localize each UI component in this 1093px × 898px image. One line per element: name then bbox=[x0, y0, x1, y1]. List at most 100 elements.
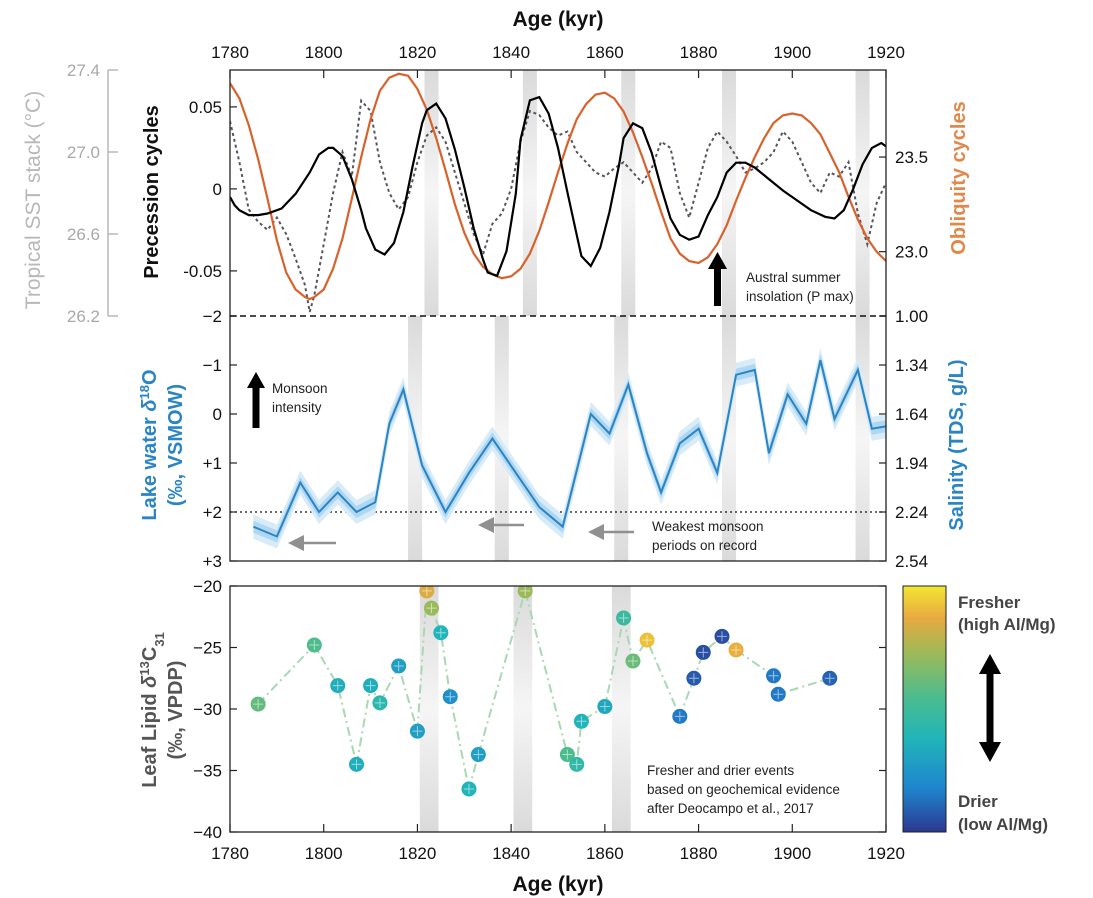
shaded-band bbox=[855, 70, 870, 316]
leaf-point-cross bbox=[627, 656, 638, 667]
leaf-point-cross bbox=[520, 586, 531, 596]
leaf-point-cross bbox=[824, 673, 835, 684]
x-tick-label: 1820 bbox=[399, 43, 437, 62]
x-tick-label: 1920 bbox=[867, 43, 905, 62]
weak-monsoon-note-line2: periods on record bbox=[652, 538, 757, 553]
lake-d18o-axis-label: Lake water δ18O bbox=[137, 369, 162, 520]
y-tick-label: 0 bbox=[213, 405, 222, 424]
x-tick-label: 1900 bbox=[773, 43, 811, 62]
y-tick-label: −35 bbox=[193, 762, 222, 781]
monsoon-arrow bbox=[247, 372, 265, 428]
y-tick-label: −1 bbox=[203, 356, 222, 375]
lake-d18o-series-line bbox=[253, 359, 886, 538]
x-tick-label: 1900 bbox=[773, 844, 811, 863]
top-x-axis-label: Age (kyr) bbox=[512, 8, 603, 31]
bottom-x-ticks: 1780 1800 1820 1840 1860 1880 1900 1920 bbox=[211, 824, 905, 863]
x-tick-label: 1860 bbox=[586, 43, 624, 62]
obliquity-axis-label: Obliquity cycles bbox=[948, 101, 970, 254]
fresher-drier-note-line1: Fresher and drier events bbox=[647, 763, 794, 778]
salinity-axis-label: Salinity (TDS, g/L) bbox=[946, 359, 968, 530]
y-tick-label: −40 bbox=[193, 823, 222, 842]
y-tick-label: 0 bbox=[213, 180, 222, 199]
y-tick-label: +2 bbox=[203, 503, 222, 522]
salinity-tick-label: 1.00 bbox=[895, 307, 928, 326]
middle-panel: −2 −1 0 +1 +2 +3 1.00 1.34 1.64 1.94 2.24 2.54 Lak… bbox=[137, 307, 969, 571]
y-tick-label: +1 bbox=[203, 454, 222, 473]
lake-d18o-axis-units: (‰, VSMOW) bbox=[165, 384, 187, 506]
fresher-drier-note-line3: after Deocampo et al., 2017 bbox=[647, 801, 814, 816]
y-tick-label: −30 bbox=[193, 700, 222, 719]
leaf-point-cross bbox=[393, 660, 404, 671]
leaf-point-cross bbox=[421, 586, 432, 596]
top-middle-frame bbox=[229, 69, 887, 562]
shaded-bands-bottom bbox=[419, 586, 631, 832]
shaded-band bbox=[614, 316, 629, 561]
top-x-ticks: 1780 1800 1820 1840 1860 1880 1900 1920 bbox=[211, 43, 905, 78]
leaf-point-cross bbox=[332, 680, 343, 691]
salinity-tick-label: 2.24 bbox=[895, 503, 928, 522]
leaf-point-cross bbox=[309, 640, 320, 651]
leaf-point-cross bbox=[642, 635, 653, 646]
weak-monsoon-arrows bbox=[288, 517, 634, 551]
leaf-point-cross bbox=[698, 647, 709, 658]
leaf-point-cross bbox=[374, 697, 385, 708]
x-tick-label: 1840 bbox=[492, 844, 530, 863]
y-tick-label: 0.05 bbox=[189, 98, 222, 117]
precession-axis-label: Precession cycles bbox=[141, 105, 163, 278]
sst-axis-label: Tropical SST stack (°C) bbox=[22, 91, 45, 309]
leaf-point-cross bbox=[717, 631, 727, 642]
y-tick-label: 23.5 bbox=[895, 148, 928, 167]
leaf-point-cross bbox=[351, 759, 362, 770]
lake-d18o-y-ticks: −2 −1 0 +1 +2 +3 bbox=[203, 307, 237, 571]
x-tick-label: 1800 bbox=[305, 844, 343, 863]
colorbar-bottom-label-line2: (low Al/Mg) bbox=[958, 815, 1048, 834]
shaded-band bbox=[513, 586, 533, 832]
salinity-tick-label: 2.54 bbox=[895, 552, 928, 571]
x-tick-label: 1820 bbox=[399, 844, 437, 863]
leaf-point-cross bbox=[773, 689, 784, 700]
insolation-note-line2: insolation (P max) bbox=[746, 289, 854, 304]
x-tick-label: 1800 bbox=[305, 43, 343, 62]
shaded-band bbox=[855, 316, 870, 561]
y-tick-label: 23.0 bbox=[895, 243, 928, 262]
colorbar-top-label-line1: Fresher bbox=[958, 593, 1021, 612]
leaf-lipid-y-ticks: −20 −25 −30 −35 −40 bbox=[193, 577, 886, 842]
leaf-point-cross bbox=[688, 673, 699, 684]
x-tick-label: 1840 bbox=[492, 43, 530, 62]
sst-tick-label: 27.0 bbox=[67, 143, 100, 162]
x-tick-label: 1860 bbox=[586, 844, 624, 863]
leaf-point-cross bbox=[731, 644, 742, 655]
shaded-band bbox=[722, 316, 737, 561]
salinity-y-ticks: 1.00 1.34 1.64 1.94 2.24 2.54 bbox=[879, 307, 928, 571]
sst-tick-label: 26.6 bbox=[67, 225, 100, 244]
sst-tick-label: 26.2 bbox=[67, 307, 100, 326]
y-tick-label: +3 bbox=[203, 552, 222, 571]
bottom-x-axis-label: Age (kyr) bbox=[512, 873, 603, 896]
bottom-panel: 1780 1800 1820 1840 1860 1880 1900 1920 −20−25−… bbox=[137, 577, 1056, 896]
shaded-band bbox=[522, 70, 537, 316]
colorbar-top-label-line2: (high Al/Mg) bbox=[958, 615, 1056, 634]
leaf-point-cross bbox=[412, 726, 423, 737]
leaf-lipid-axis-label: Leaf Lipid δ13C31 bbox=[137, 632, 167, 788]
leaf-point-cross bbox=[768, 670, 779, 681]
leaf-point-cross bbox=[599, 701, 610, 712]
sst-axis: 27.4 27.0 26.6 26.2 bbox=[67, 61, 118, 326]
monsoon-note-line2: intensity bbox=[272, 400, 322, 415]
leaf-point-cross bbox=[426, 603, 437, 614]
salinity-tick-label: 1.34 bbox=[895, 356, 928, 375]
sst-tick-label: 27.4 bbox=[67, 61, 100, 80]
lake-uncertainty-band-outer bbox=[253, 348, 886, 549]
shaded-band bbox=[419, 586, 439, 832]
x-tick-label: 1780 bbox=[211, 844, 249, 863]
precession-series-line bbox=[230, 95, 886, 278]
y-tick-label: −20 bbox=[193, 577, 222, 596]
leaf-point-cross bbox=[473, 749, 484, 760]
bottom-frame bbox=[229, 585, 887, 833]
precession-y-ticks: 0.05 0 -0.05 bbox=[183, 98, 237, 281]
y-tick-label: −2 bbox=[203, 307, 222, 326]
x-tick-label: 1880 bbox=[680, 43, 718, 62]
leaf-point-cross bbox=[571, 759, 582, 770]
leaf-lipid-axis-units: (‰, VPDP) bbox=[165, 661, 187, 760]
top-panel: Age (kyr) 1780 1800 1820 1840 1860 1880 1900 19… bbox=[22, 8, 970, 326]
